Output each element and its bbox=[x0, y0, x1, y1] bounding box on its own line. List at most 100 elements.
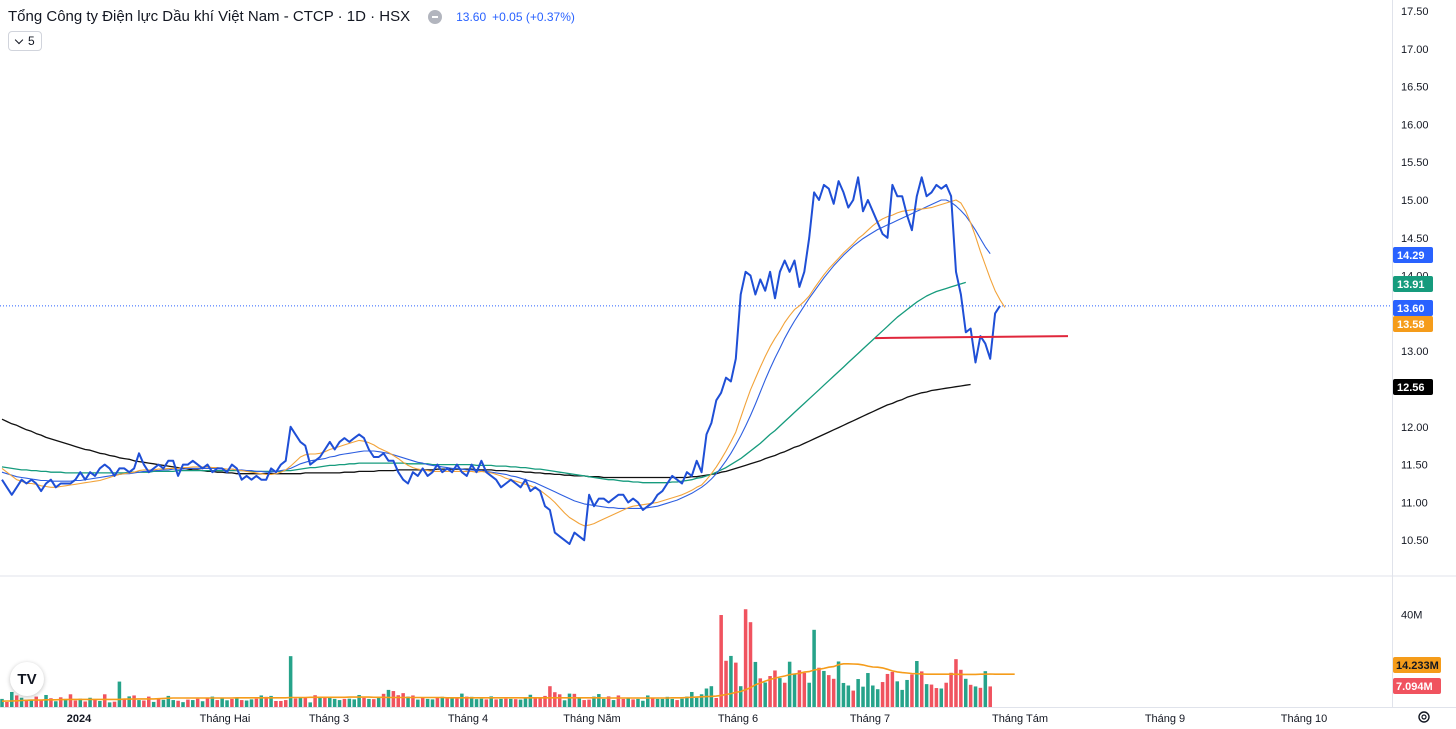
volume-bar bbox=[690, 691, 694, 707]
volume-bar bbox=[646, 695, 650, 707]
volume-bar bbox=[778, 678, 782, 707]
volume-bar bbox=[704, 688, 709, 707]
volume-bar bbox=[342, 698, 347, 707]
volume-bar bbox=[279, 700, 283, 707]
volume-bar bbox=[621, 698, 626, 707]
volume-bar bbox=[420, 697, 425, 707]
volume-bar bbox=[866, 673, 870, 707]
volume-bar bbox=[347, 698, 352, 707]
volume-bars bbox=[0, 609, 992, 707]
volume-bar bbox=[518, 699, 523, 707]
volume-bar bbox=[910, 674, 914, 707]
volume-bar bbox=[259, 695, 264, 707]
volume-bar bbox=[650, 698, 655, 707]
volume-bar bbox=[176, 700, 180, 707]
volume-bar bbox=[851, 690, 855, 707]
volume-bar bbox=[841, 682, 846, 707]
volume-bar bbox=[714, 697, 719, 707]
x-tick-label: 2024 bbox=[67, 713, 92, 725]
volume-bar bbox=[435, 697, 440, 707]
volume-bar bbox=[680, 698, 684, 707]
volume-bar bbox=[626, 698, 630, 707]
volume-bar bbox=[846, 685, 851, 707]
volume-bar bbox=[567, 693, 572, 707]
volume-bar bbox=[978, 687, 983, 707]
volume-bar bbox=[685, 696, 689, 707]
price-tag-label: 12.56 bbox=[1397, 382, 1425, 394]
volume-bar bbox=[156, 698, 161, 707]
volume-bar bbox=[817, 667, 821, 707]
volume-bar bbox=[557, 694, 562, 707]
volume-bar bbox=[44, 694, 48, 707]
volume-bar bbox=[93, 699, 97, 707]
price-tag bbox=[1393, 276, 1433, 292]
volume-bar bbox=[464, 696, 469, 707]
x-tick-label: Tháng 9 bbox=[1145, 713, 1185, 725]
volume-bar bbox=[411, 695, 415, 707]
volume-bar bbox=[205, 698, 210, 707]
volume-bar bbox=[220, 698, 224, 707]
volume-bar bbox=[577, 698, 582, 707]
volume-bar bbox=[5, 701, 9, 707]
volume-bar bbox=[954, 659, 958, 707]
volume-bar bbox=[768, 676, 772, 707]
volume-bar bbox=[807, 682, 811, 707]
volume-bar bbox=[523, 697, 528, 707]
volume-bar bbox=[401, 693, 405, 707]
volume-bar bbox=[235, 697, 239, 707]
volume-bar bbox=[376, 696, 381, 707]
x-tick-label: Tháng Tám bbox=[992, 713, 1048, 725]
gear-icon[interactable] bbox=[1417, 710, 1431, 724]
volume-bar bbox=[98, 700, 102, 707]
y-tick-label: 17.00 bbox=[1401, 44, 1429, 56]
volume-bar bbox=[988, 686, 992, 707]
volume-bar bbox=[763, 682, 767, 707]
volume-bar bbox=[283, 700, 288, 707]
collapse-icon[interactable] bbox=[428, 9, 443, 24]
volume-bar bbox=[49, 698, 53, 707]
volume-bar bbox=[460, 693, 464, 707]
indicator-chip[interactable]: 5 bbox=[8, 31, 42, 51]
volume-bar bbox=[430, 699, 435, 707]
volume-bar bbox=[758, 678, 763, 707]
volume-bar bbox=[10, 691, 14, 707]
support-line bbox=[874, 335, 1069, 340]
volume-bar bbox=[699, 694, 704, 707]
last-price: 13.60 bbox=[456, 9, 487, 24]
volume-bar bbox=[269, 695, 273, 707]
indicator-chip-label: 5 bbox=[28, 34, 35, 48]
y-tick-label: 16.50 bbox=[1401, 82, 1429, 94]
volume-bar bbox=[230, 698, 234, 707]
volume-bar bbox=[381, 693, 386, 707]
volume-bar bbox=[54, 701, 58, 707]
volume-bar bbox=[582, 700, 586, 707]
volume-bar bbox=[147, 696, 151, 707]
volume-bar bbox=[572, 693, 577, 707]
volume-bar bbox=[112, 701, 117, 707]
y-tick-label: 16.00 bbox=[1401, 119, 1429, 131]
volume-bar bbox=[293, 698, 298, 707]
volume-bar bbox=[611, 700, 616, 707]
chevron-down-icon bbox=[14, 35, 24, 44]
volume-bar bbox=[494, 699, 498, 707]
volume-bar bbox=[450, 697, 454, 707]
volume-bar bbox=[151, 701, 156, 707]
price-tag-label: 13.91 bbox=[1397, 279, 1425, 291]
volume-bar bbox=[822, 670, 826, 707]
tradingview-logo-icon[interactable]: TV bbox=[10, 662, 44, 696]
y-tick-label: 15.00 bbox=[1401, 195, 1429, 207]
volume-bar bbox=[924, 684, 929, 707]
volume-bar bbox=[406, 696, 410, 707]
volume-bar bbox=[372, 699, 376, 707]
volume-bar bbox=[102, 694, 107, 707]
volume-bar bbox=[455, 698, 459, 707]
y-tick-label: 17.50 bbox=[1401, 6, 1429, 18]
volume-bar bbox=[303, 697, 308, 707]
y-tick-label: 15.50 bbox=[1401, 157, 1429, 169]
volume-tag bbox=[1393, 678, 1441, 694]
volume-bar bbox=[694, 697, 699, 707]
y-tick-label: 12.00 bbox=[1401, 422, 1429, 434]
volume-bar bbox=[83, 701, 87, 707]
